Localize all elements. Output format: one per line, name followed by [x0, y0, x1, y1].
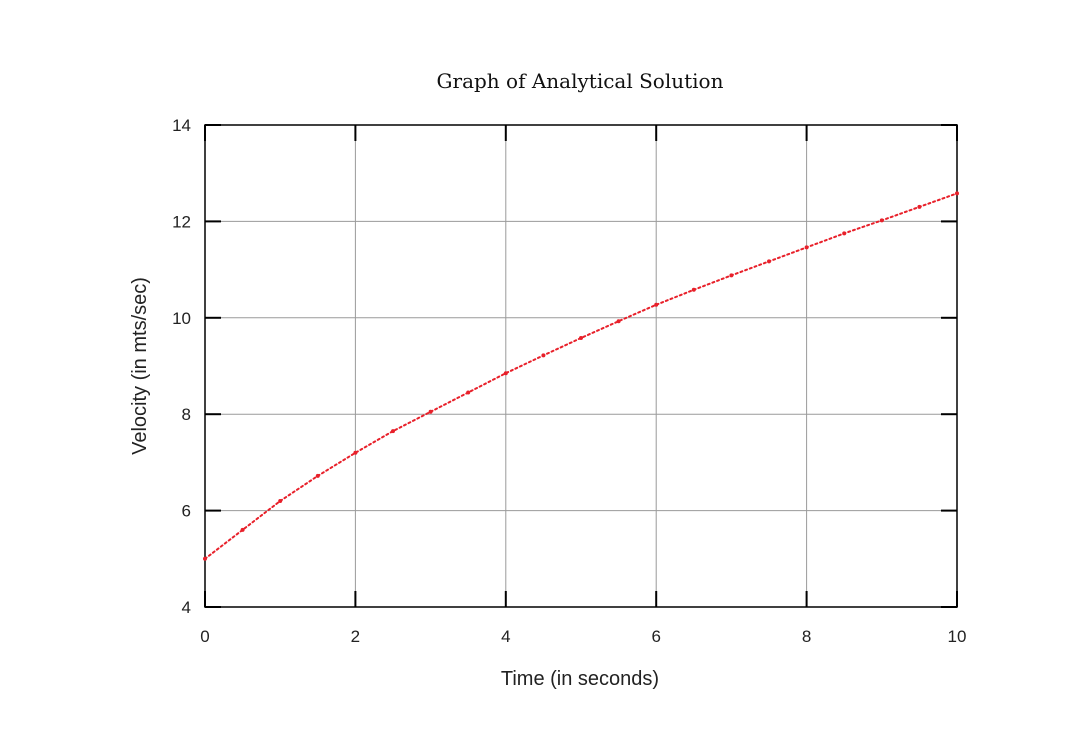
- data-point: [315, 473, 320, 478]
- grid-lines: [204, 124, 958, 608]
- data-point: [541, 353, 546, 358]
- data-point: [391, 429, 395, 434]
- data-point: [428, 409, 433, 414]
- y-tick-label: 6: [182, 502, 191, 521]
- data-point: [691, 287, 696, 292]
- x-tick-labels: 0 2 4 6 8 10: [200, 627, 966, 646]
- data-point: [353, 450, 358, 455]
- y-tick-label: 10: [172, 309, 191, 328]
- y-axis-label: Velocity (in mts/sec): [129, 277, 151, 455]
- y-tick-label: 4: [182, 598, 191, 617]
- data-point: [804, 245, 809, 250]
- data-point: [955, 191, 959, 196]
- plot-frame: [204, 124, 958, 608]
- x-tick-label: 10: [948, 627, 967, 646]
- series-line: [204, 192, 958, 560]
- data-point: [842, 231, 847, 236]
- data-point: [240, 527, 245, 532]
- data-point: [729, 273, 734, 278]
- x-tick-label: 8: [802, 627, 811, 646]
- x-tick-label: 6: [651, 627, 660, 646]
- data-point: [278, 499, 283, 503]
- data-point: [579, 336, 583, 340]
- data-point: [879, 218, 884, 223]
- x-tick-label: 0: [200, 627, 209, 646]
- data-point: [503, 371, 508, 376]
- data-point: [767, 259, 771, 264]
- data-point: [466, 390, 471, 395]
- data-point: [203, 556, 207, 561]
- y-tick-label: 14: [172, 116, 191, 135]
- x-tick-label: 4: [501, 627, 510, 646]
- axis-ticks: [204, 124, 958, 608]
- x-tick-label: 2: [351, 627, 360, 646]
- y-tick-label: 8: [182, 405, 191, 424]
- data-point: [616, 319, 621, 324]
- series-velocity: [203, 191, 959, 561]
- chart-title: Graph of Analytical Solution: [437, 69, 724, 93]
- y-tick-labels: 4 6 8 10 12 14: [172, 116, 191, 617]
- data-point: [654, 302, 659, 307]
- data-point: [917, 204, 922, 209]
- x-axis-label: Time (in seconds): [501, 668, 659, 690]
- y-tick-label: 12: [172, 212, 191, 231]
